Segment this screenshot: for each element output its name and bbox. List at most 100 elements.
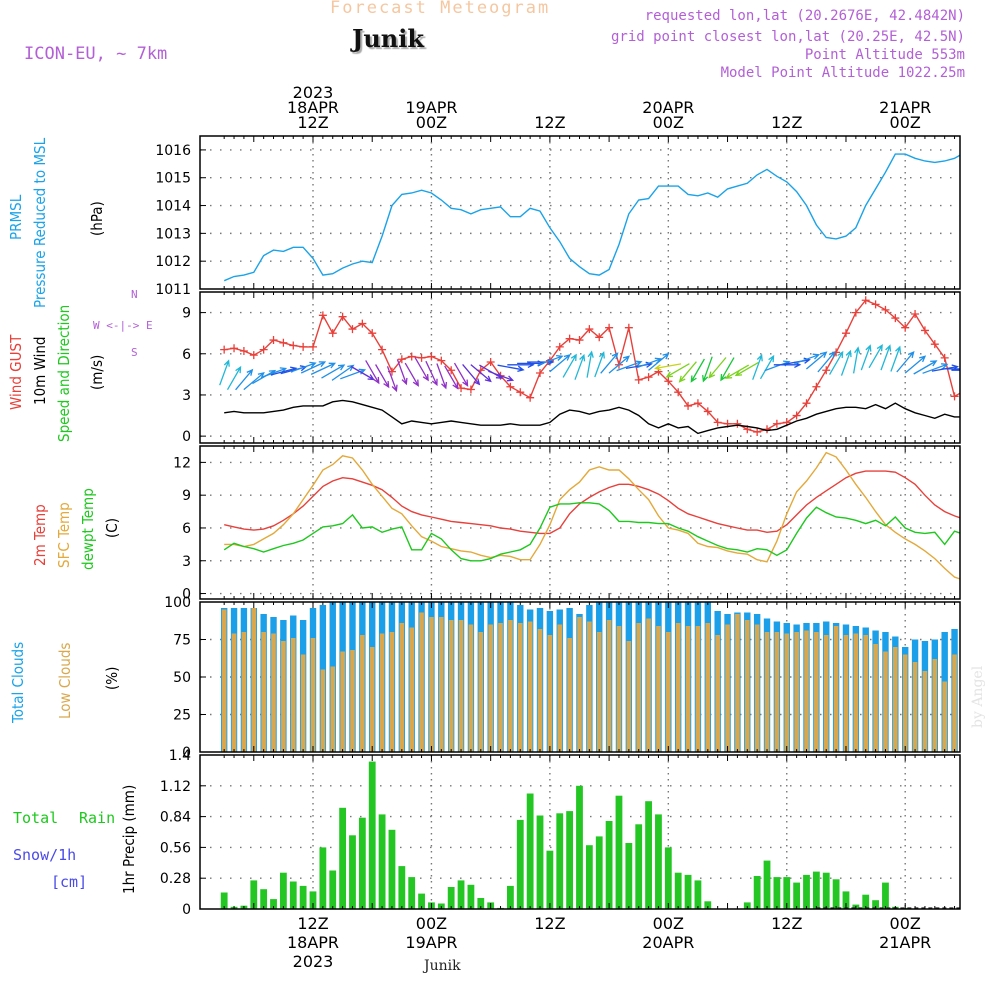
precip-bar [536, 815, 544, 909]
precip-bar [803, 874, 810, 909]
wind-direction-arrow [386, 366, 398, 393]
temp-sfc-line [224, 451, 960, 580]
compass-north: N [131, 288, 138, 301]
low-cloud-bar [360, 635, 365, 752]
wind-direction-arrow [488, 370, 515, 382]
wind-gust-marker [220, 345, 229, 354]
wind-direction-arrow [890, 345, 902, 372]
footer-place: Junik [424, 958, 461, 974]
precip-bar [664, 847, 672, 909]
wind-gust-marker [674, 388, 683, 397]
wind-direction-arrow [365, 360, 380, 385]
y-tick-label: 1.12 [160, 779, 191, 795]
credit-watermark: by Angel [970, 665, 986, 728]
snow-unit: [cm] [51, 873, 88, 891]
wind-direction-arrow [654, 363, 682, 371]
wind-direction-arrow [586, 350, 594, 378]
wind-gust-marker [990, 398, 998, 406]
precip-bar [378, 814, 386, 909]
low-cloud-bar [439, 617, 444, 752]
wind-direction-arrow [549, 354, 571, 373]
wind-gust-marker [713, 418, 722, 427]
precip-bar [743, 902, 751, 909]
wind-direction-arrow [794, 353, 821, 365]
y-tick-label: 25 [173, 708, 191, 724]
low-cloud-bar [932, 659, 938, 752]
wind-direction-arrow [896, 350, 915, 373]
low-cloud-bar [537, 629, 543, 752]
wind-direction-arrow [783, 357, 811, 365]
wind-direction-arrow [321, 364, 346, 379]
total-cloud-bar [991, 710, 997, 752]
wind-direction-arrow [537, 354, 564, 366]
precip-bar [585, 845, 593, 909]
low-cloud-bar [853, 633, 859, 752]
wind-direction-arrow [941, 368, 960, 370]
low-cloud-bar [695, 626, 701, 752]
time-label-top: 20APR [642, 98, 694, 117]
wind-gust-marker [812, 382, 821, 391]
wind-direction-arrow [462, 363, 481, 386]
wind-direction-arrow [817, 350, 836, 373]
wind-gust-marker [427, 352, 436, 361]
low-cloud-bar [241, 632, 247, 752]
low-cloud-bar [409, 627, 414, 752]
low-cloud-bar [843, 635, 849, 752]
low-cloud-bar [261, 632, 266, 752]
low-cloud-bar [429, 617, 434, 752]
wind-gust-marker [940, 353, 949, 362]
low-cloud-bar [804, 630, 809, 752]
time-label-bottom: 12Z [771, 914, 802, 933]
low-cloud-bar [567, 638, 572, 752]
y-tick-label: 0 [182, 745, 191, 761]
model-point-altitude: Model Point Altitude 1022.25m [720, 65, 965, 81]
low-cloud-bar [340, 651, 345, 752]
precip-bar [645, 801, 652, 909]
wind-gust-marker [960, 387, 968, 395]
wind-gust-marker [634, 375, 643, 384]
wind-direction-arrow [702, 356, 713, 383]
wind-gust-marker [259, 345, 268, 354]
wind-gust-marker [624, 323, 633, 332]
precip-bar [368, 761, 376, 909]
y-tick-label: 12 [173, 455, 191, 471]
precip-bar [507, 885, 514, 909]
compass-west-east: W <-|-> E [93, 319, 153, 332]
low-cloud-bar [448, 620, 454, 752]
precip-bar [753, 876, 761, 909]
wind-direction-arrow [904, 355, 927, 374]
wind-gust-marker [841, 329, 850, 338]
wind-gust-marker [753, 428, 762, 437]
low-cloud-bar [310, 638, 316, 752]
wind-direction-arrow [375, 364, 390, 389]
panel-frame [199, 291, 961, 444]
total-cloud-bar [961, 656, 967, 752]
low-cloud-bar [419, 612, 424, 752]
wind-gust-marker [516, 388, 525, 397]
wind-gust-marker [397, 355, 406, 364]
point-altitude: Point Altitude 553m [804, 47, 965, 63]
precip-bar [260, 889, 268, 909]
low-cloud-bar [774, 632, 780, 752]
wind-gust-marker [269, 336, 278, 345]
low-cloud-bar [616, 626, 622, 752]
low-cloud-bar [705, 623, 711, 752]
wind-direction-arrow [991, 372, 1000, 377]
low-cloud-bar [764, 632, 770, 752]
wind-gust-marker [486, 358, 495, 367]
y-tick-label: 100 [164, 595, 191, 611]
low-cloud-bar [656, 626, 661, 752]
low-cloud-bar [833, 626, 839, 752]
time-label-bottom: 00Z [653, 914, 684, 933]
low-cloud-bar [221, 609, 227, 752]
wind-gust-marker [950, 392, 959, 401]
precip-bar [467, 884, 475, 909]
low-cloud-bar [922, 671, 928, 752]
precip-bar [477, 898, 485, 909]
y-tick-label: 0.84 [160, 810, 191, 826]
low-cloud-bar [735, 614, 740, 752]
y-tick-label: 9 [182, 488, 191, 504]
wind-direction-arrow [436, 363, 448, 390]
precip-bar [279, 872, 287, 909]
precip-bar [408, 877, 416, 909]
